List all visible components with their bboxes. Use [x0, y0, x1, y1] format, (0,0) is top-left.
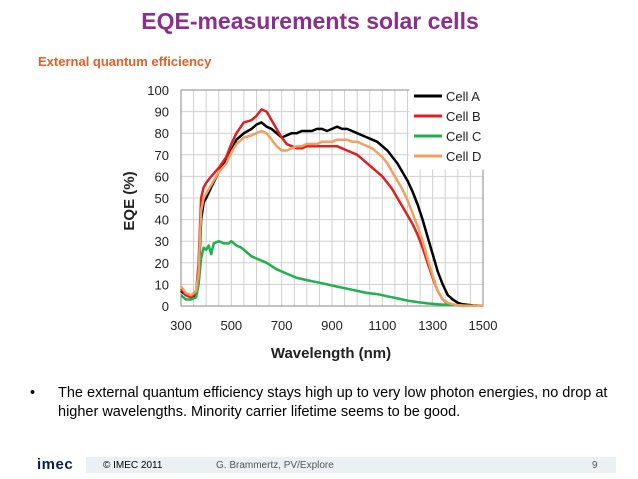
x-axis-label: Wavelength (nm): [271, 345, 391, 362]
y-tick-label: 20: [155, 256, 169, 271]
x-tick-label: 700: [271, 318, 293, 333]
x-tick-label: 1300: [418, 318, 447, 333]
x-tick-label: 1100: [368, 318, 396, 333]
x-tick-label: 900: [321, 318, 343, 333]
legend-label: Cell C: [446, 129, 481, 144]
legend-label: Cell D: [446, 149, 481, 164]
footer-copyright: © IMEC 2011: [103, 460, 163, 471]
series-line-cell-d: [180, 129, 483, 308]
y-tick-label: 80: [155, 126, 169, 141]
x-tick-label: 1500: [469, 318, 498, 333]
chart-series: [180, 108, 484, 308]
slide-title: EQE-measurements solar cells: [141, 8, 479, 34]
y-tick-label: 50: [155, 191, 169, 206]
footer-author: G. Brammertz, PV/Explore: [216, 460, 334, 471]
slide-subtitle: External quantum efficiency: [38, 54, 212, 69]
page-number: 9: [592, 460, 598, 471]
plot-frame: [180, 89, 484, 307]
y-tick-label: 100: [147, 83, 169, 98]
y-tick-label: 40: [155, 213, 169, 228]
chart-legend: Cell A Cell B Cell C Cell D: [409, 84, 487, 170]
x-tick-label: 300: [170, 318, 192, 333]
legend-label: Cell A: [446, 89, 480, 104]
legend-label: Cell B: [446, 109, 481, 124]
y-tick-label: 30: [155, 234, 169, 249]
series-line-cell-c: [180, 239, 483, 308]
chart-ticks: 0 10 20 30 40 50 60 70 80 90 100 300 500 700 900 1100 13…: [147, 83, 497, 333]
y-tick-label: 0: [162, 299, 169, 314]
footer-bar: [86, 457, 616, 473]
bullet-point: • The external quantum efficiency stays …: [30, 384, 610, 422]
bullet-dot: •: [30, 385, 36, 401]
y-tick-label: 10: [155, 277, 169, 292]
y-axis-label: EQE (%): [121, 171, 138, 230]
x-tick-label: 500: [220, 318, 242, 333]
y-tick-label: 90: [155, 105, 169, 120]
imec-logo: imec: [37, 456, 74, 473]
bullet-text: The external quantum efficiency stays hi…: [58, 385, 608, 420]
y-tick-label: 60: [155, 169, 169, 184]
y-tick-label: 70: [155, 148, 169, 163]
